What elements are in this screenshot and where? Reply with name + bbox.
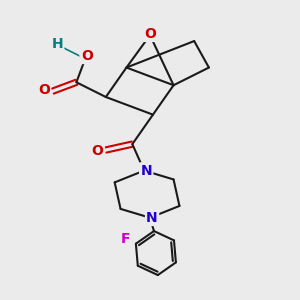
Text: N: N	[140, 164, 152, 178]
Text: H: H	[51, 37, 63, 51]
Text: N: N	[146, 211, 158, 225]
Text: O: O	[144, 27, 156, 41]
Text: O: O	[144, 27, 156, 41]
Text: O: O	[81, 49, 93, 63]
Text: F: F	[121, 232, 130, 246]
Text: O: O	[38, 82, 50, 97]
Text: O: O	[92, 145, 103, 158]
